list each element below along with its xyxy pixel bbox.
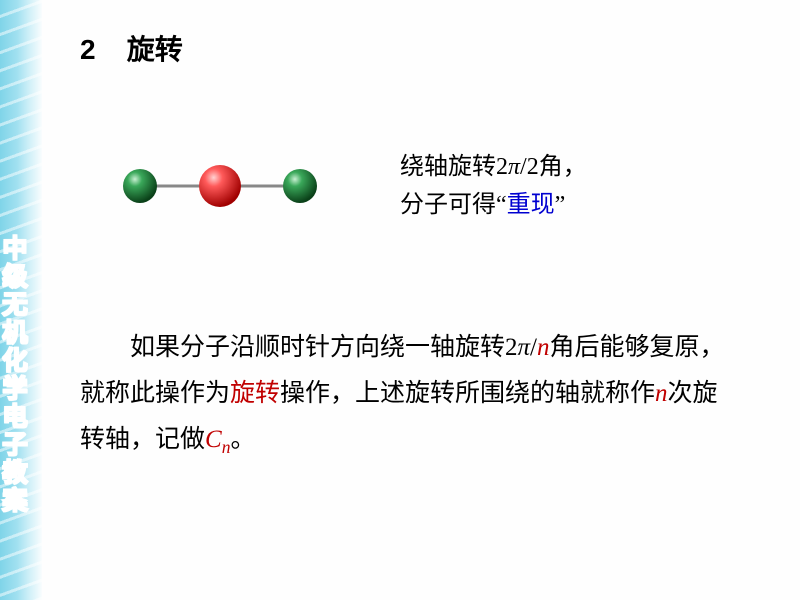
n-variable: n: [537, 334, 550, 361]
molecule-svg: [100, 156, 340, 216]
pi-symbol: π: [518, 334, 531, 361]
body-frag: /: [530, 334, 537, 361]
pi-symbol: π: [508, 154, 520, 180]
vertical-book-title: 中级无机化学电子教案: [4, 235, 30, 515]
body-frag: 如果分子沿顺时针方向绕一轴旋转2: [130, 334, 518, 361]
side-annotation: 绕轴旋转2π/2角， 分子可得“重现”: [400, 148, 587, 225]
cn-c: C: [205, 426, 222, 453]
side-text-frag: 分子可得“: [400, 192, 507, 218]
side-line-2: 分子可得“重现”: [400, 186, 587, 224]
heading-number: 2: [80, 34, 96, 65]
n-variable: n: [655, 380, 668, 407]
atom-right: [283, 169, 317, 203]
emphasis-rotation: 旋转: [230, 380, 280, 407]
body-frag: ，记做: [130, 426, 205, 453]
side-text-frag: /2角，: [520, 154, 587, 180]
heading-text: 旋转: [127, 34, 183, 65]
slide-content: 2 旋转: [60, 0, 780, 600]
section-heading: 2 旋转: [80, 28, 760, 68]
cn-notation: Cn: [205, 426, 230, 453]
molecule-diagram: [80, 156, 360, 216]
side-text-frag: ”: [555, 192, 566, 218]
side-line-1: 绕轴旋转2π/2角，: [400, 148, 587, 186]
body-frag: 操作，上述旋转所围绕的轴就称作: [280, 380, 655, 407]
atom-left: [123, 169, 157, 203]
body-paragraph: 如果分子沿顺时针方向绕一轴旋转2π/n角后能够复原，就称此操作为旋转操作，上述旋…: [80, 325, 760, 464]
molecule-row: 绕轴旋转2π/2角， 分子可得“重现”: [80, 148, 760, 225]
emphasis-reappear: 重现: [507, 192, 555, 218]
side-text-frag: 绕轴旋转2: [400, 154, 508, 180]
atom-center: [199, 165, 241, 207]
body-frag: 。: [230, 426, 255, 453]
